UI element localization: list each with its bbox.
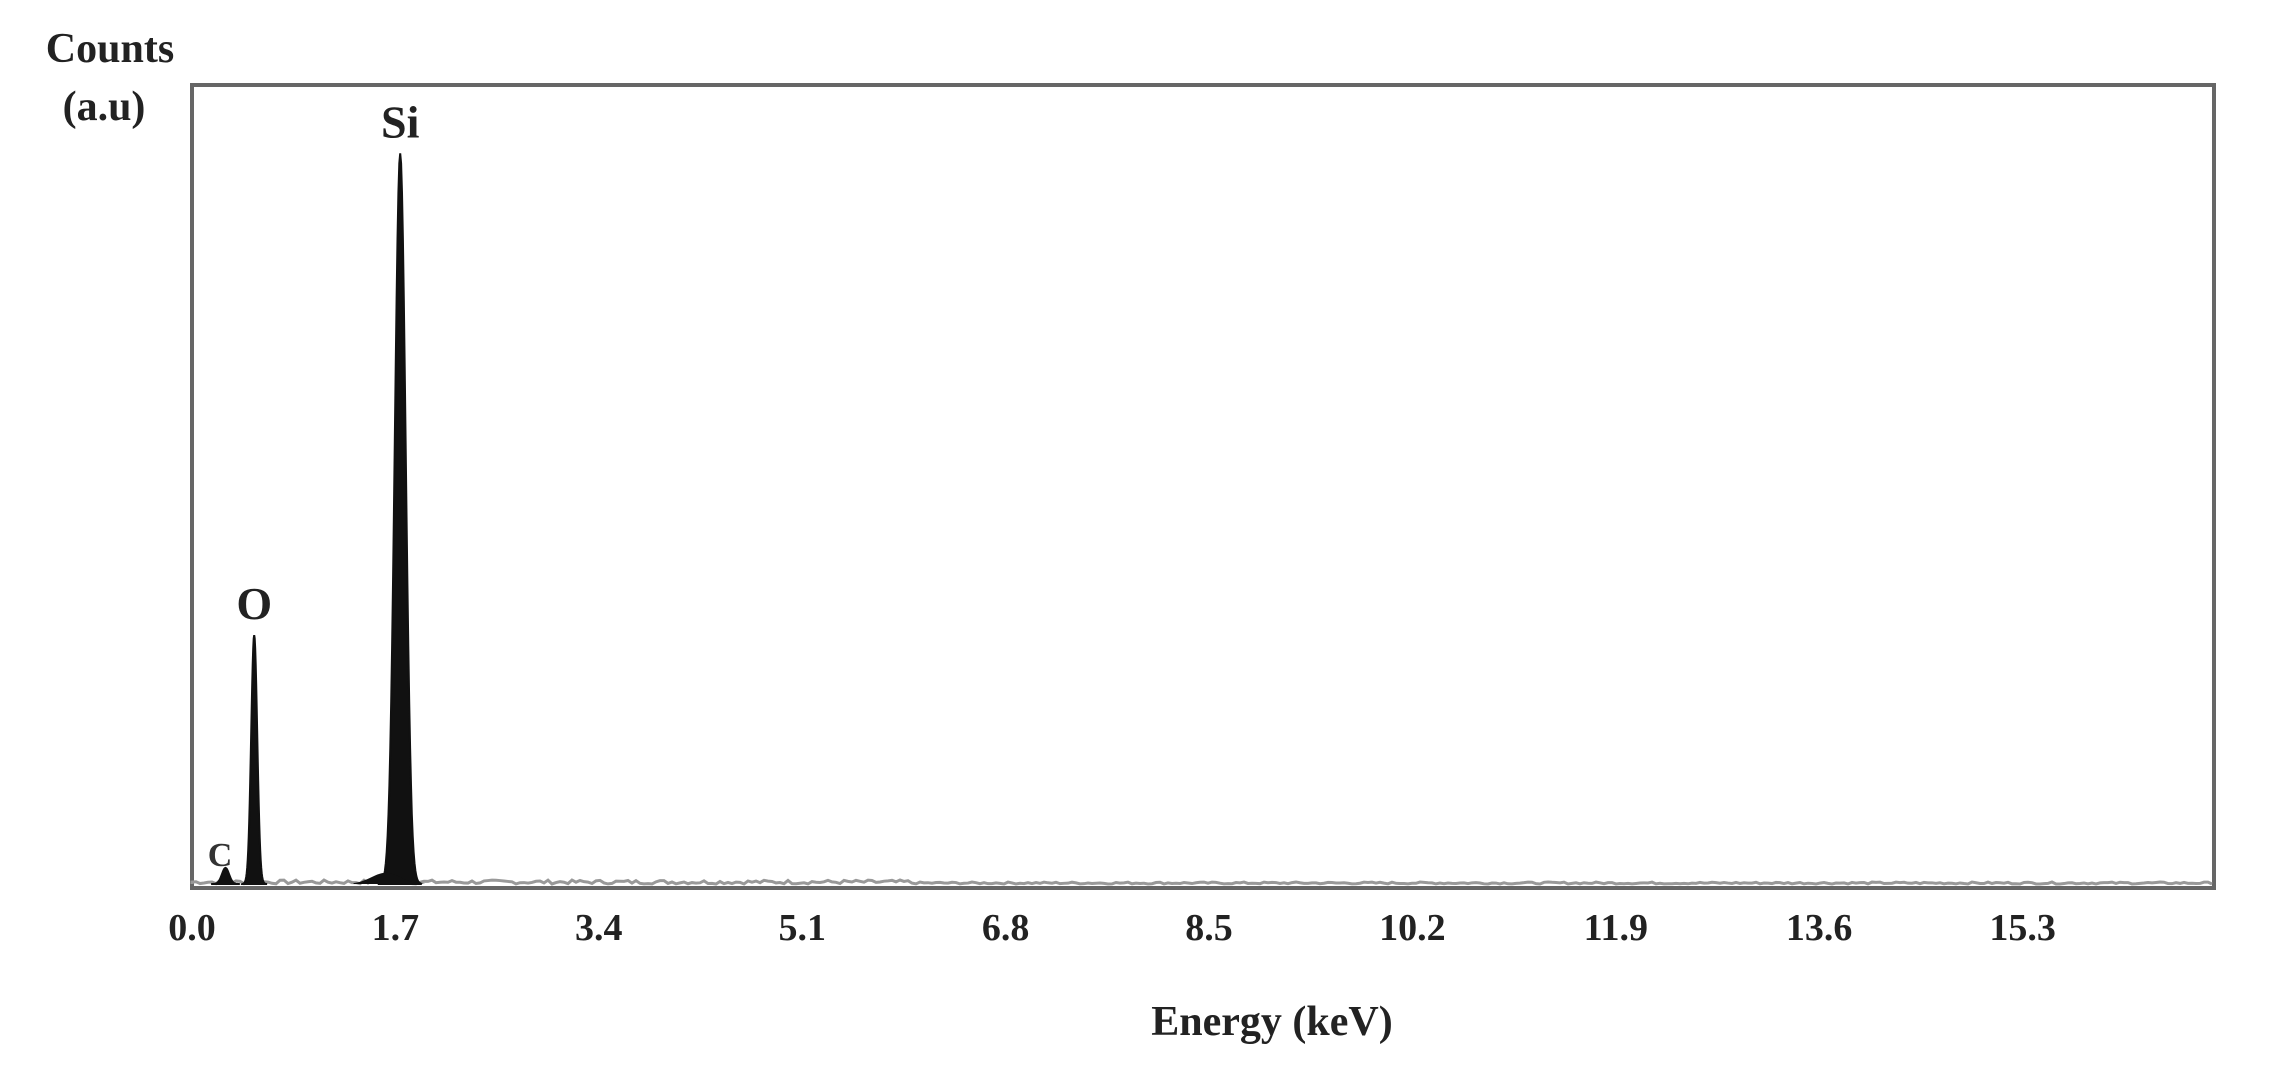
x-tick-label: 0.0: [168, 907, 216, 949]
x-tick-label: 1.7: [372, 907, 420, 949]
peak-label-si: Si: [381, 96, 420, 147]
y-axis-title-line1: Counts: [46, 26, 174, 72]
x-tick-label: 5.1: [778, 907, 826, 949]
peak-si-shoulder: [353, 872, 426, 884]
x-tick-label: 6.8: [982, 907, 1030, 949]
x-tick-label: 11.9: [1584, 907, 1648, 949]
plot-frame: [190, 83, 2216, 890]
x-tick-label: 3.4: [575, 907, 623, 949]
x-axis-title: Energy (keV): [1151, 999, 1392, 1045]
peak-labels: C O Si: [208, 96, 420, 874]
spectrum-baseline: [190, 878, 2213, 886]
x-tick-label: 15.3: [1989, 907, 2056, 949]
peak-o: [240, 634, 268, 885]
peak-si: [377, 153, 423, 885]
spectrum-layer: [190, 153, 2213, 886]
peak-c: [211, 866, 240, 885]
x-tick-label: 13.6: [1786, 907, 1853, 949]
x-tick-label: 10.2: [1379, 907, 1446, 949]
peak-label-o: O: [236, 578, 272, 629]
y-axis-title-line2: (a.u): [63, 84, 146, 130]
peak-label-c: C: [208, 837, 233, 874]
x-tick-label: 8.5: [1185, 907, 1233, 949]
x-tick-labels: 0.0 1.7 3.4 5.1 6.8 8.5 10.2 11.9 13.6 15.3: [168, 907, 2056, 949]
